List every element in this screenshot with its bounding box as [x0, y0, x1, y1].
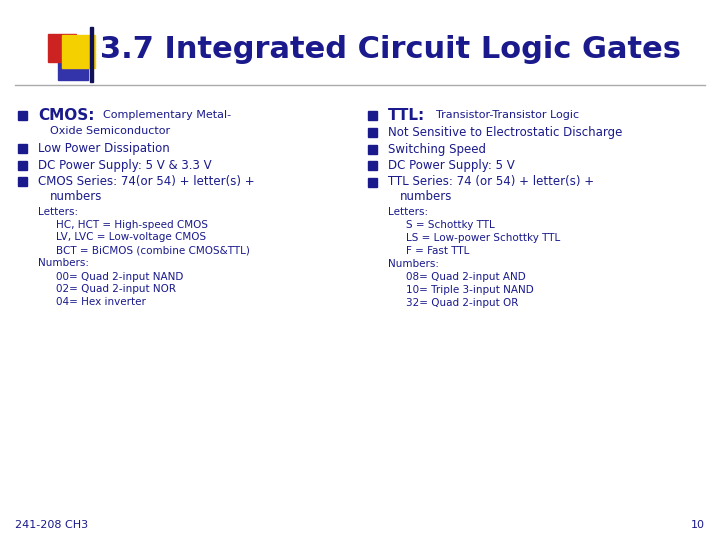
Text: Transistor-Transistor Logic: Transistor-Transistor Logic — [436, 110, 579, 120]
Bar — [62, 35, 95, 68]
Bar — [17, 177, 27, 186]
Text: LV, LVC = Low-voltage CMOS: LV, LVC = Low-voltage CMOS — [56, 233, 206, 242]
Bar — [90, 27, 93, 82]
Text: 10= Triple 3-input NAND: 10= Triple 3-input NAND — [406, 285, 534, 295]
Bar — [58, 58, 88, 80]
Text: TTL:: TTL: — [388, 107, 426, 123]
Text: LS = Low-power Schottky TTL: LS = Low-power Schottky TTL — [406, 233, 560, 243]
Text: 02= Quad 2-input NOR: 02= Quad 2-input NOR — [56, 285, 176, 294]
Text: BCT = BiCMOS (combine CMOS&TTL): BCT = BiCMOS (combine CMOS&TTL) — [56, 246, 250, 255]
Text: TTL Series: 74 (or 54) + letter(s) +: TTL Series: 74 (or 54) + letter(s) + — [388, 176, 594, 188]
Text: F = Fast TTL: F = Fast TTL — [406, 246, 469, 256]
Text: 00= Quad 2-input NAND: 00= Quad 2-input NAND — [56, 272, 184, 281]
Text: 241-208 CH3: 241-208 CH3 — [15, 520, 88, 530]
Bar — [48, 34, 76, 62]
Text: numbers: numbers — [400, 190, 452, 203]
Text: Low Power Dissipation: Low Power Dissipation — [38, 142, 170, 155]
Bar — [367, 128, 377, 137]
Text: Numbers:: Numbers: — [38, 259, 89, 268]
Bar — [367, 111, 377, 119]
Text: DC Power Supply: 5 V: DC Power Supply: 5 V — [388, 159, 515, 172]
Text: Oxide Semiconductor: Oxide Semiconductor — [50, 125, 170, 136]
Text: Switching Speed: Switching Speed — [388, 143, 486, 156]
Text: Not Sensitive to Electrostatic Discharge: Not Sensitive to Electrostatic Discharge — [388, 126, 622, 139]
Text: 04= Hex inverter: 04= Hex inverter — [56, 298, 146, 307]
Text: Letters:: Letters: — [38, 206, 78, 217]
Text: HC, HCT = High-speed CMOS: HC, HCT = High-speed CMOS — [56, 219, 208, 230]
Bar — [367, 145, 377, 153]
Bar — [367, 161, 377, 170]
Text: 08= Quad 2-input AND: 08= Quad 2-input AND — [406, 272, 526, 282]
Text: 3.7 Integrated Circuit Logic Gates: 3.7 Integrated Circuit Logic Gates — [100, 36, 681, 64]
Bar — [367, 178, 377, 186]
Text: S = Schottky TTL: S = Schottky TTL — [406, 220, 495, 230]
Text: DC Power Supply: 5 V & 3.3 V: DC Power Supply: 5 V & 3.3 V — [38, 159, 212, 172]
Text: Letters:: Letters: — [388, 207, 428, 217]
Text: CMOS:: CMOS: — [38, 107, 94, 123]
Text: Complementary Metal-: Complementary Metal- — [103, 110, 231, 120]
Text: 32= Quad 2-input OR: 32= Quad 2-input OR — [406, 298, 518, 308]
Bar — [17, 144, 27, 153]
Text: Numbers:: Numbers: — [388, 259, 439, 269]
Text: numbers: numbers — [50, 190, 102, 202]
Bar — [17, 160, 27, 170]
Bar — [17, 111, 27, 119]
Text: CMOS Series: 74(or 54) + letter(s) +: CMOS Series: 74(or 54) + letter(s) + — [38, 175, 255, 188]
Text: 10: 10 — [691, 520, 705, 530]
